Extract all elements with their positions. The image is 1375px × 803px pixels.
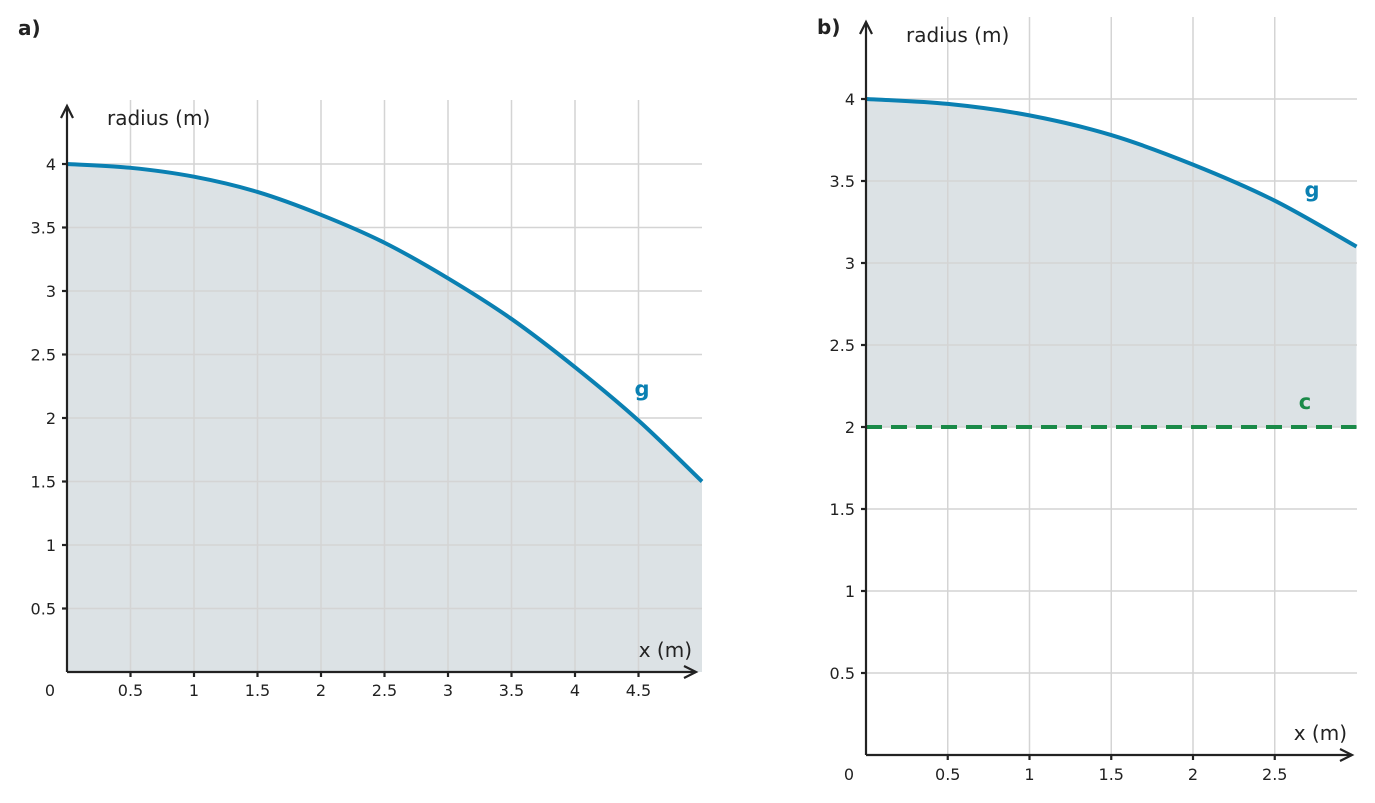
x-axis-label: x (m) — [639, 638, 692, 662]
x-axis-label: x (m) — [1294, 721, 1347, 745]
series-label-c: c — [1299, 390, 1311, 414]
x-tick-label: 2 — [1188, 765, 1198, 784]
y-axis-arrow — [60, 103, 74, 119]
y-tick-label: 4 — [46, 155, 56, 174]
x-tick-label: 1 — [189, 681, 199, 700]
origin-label: 0 — [45, 681, 55, 700]
y-tick-label: 1 — [46, 536, 56, 555]
y-tick-label: 4 — [845, 90, 855, 109]
y-tick-label: 3.5 — [31, 219, 56, 238]
origin-label: 0 — [844, 765, 854, 784]
x-axis-arrow — [1339, 748, 1355, 762]
panel-label: a) — [18, 16, 41, 40]
series-line-g — [865, 97, 1358, 249]
x-tick-label: 2.5 — [1262, 765, 1287, 784]
x-tick-label: 1.5 — [245, 681, 270, 700]
x-tick-label: 1 — [1024, 765, 1034, 784]
chart-b: 0.5 1 1.5 2 2.5 0.5 1 1.5 2 2.5 3 3.5 4 0 radius (m) x … — [817, 15, 1358, 784]
x-tick-label: 3 — [443, 681, 453, 700]
y-tick-label: 0.5 — [31, 600, 56, 619]
x-tick-label: 4 — [570, 681, 580, 700]
series-label-g: g — [634, 377, 649, 401]
chart-a: 0.5 1 1.5 2 2.5 3 3.5 4 4.5 0.5 1 1.5 2 2.5 3 3.5 4 0 radi… — [18, 16, 704, 700]
y-tick-label: 2.5 — [830, 336, 855, 355]
y-tick-label: 1.5 — [31, 473, 56, 492]
x-tick-label: 0.5 — [118, 681, 143, 700]
y-axis-arrow — [859, 19, 873, 35]
x-axis-arrow — [683, 665, 699, 679]
y-tick-label: 1.5 — [830, 500, 855, 519]
y-tick-label: 3 — [46, 282, 56, 301]
y-tick-label: 2 — [46, 409, 56, 428]
y-axis-label: radius (m) — [906, 23, 1009, 47]
panel-label: b) — [817, 15, 840, 39]
y-tick-label: 1 — [845, 582, 855, 601]
y-axis-label: radius (m) — [107, 106, 210, 130]
x-tick-label: 3.5 — [499, 681, 524, 700]
series-line-g — [66, 162, 704, 483]
y-tick-label: 3.5 — [830, 172, 855, 191]
x-tick-label: 0.5 — [935, 765, 960, 784]
y-tick-label: 2 — [845, 418, 855, 437]
x-tick-label: 1.5 — [1099, 765, 1124, 784]
y-tick-label: 0.5 — [830, 664, 855, 683]
x-tick-label: 4.5 — [626, 681, 651, 700]
x-tick-label: 2.5 — [372, 681, 397, 700]
y-tick-label: 3 — [845, 254, 855, 273]
y-tick-label: 2.5 — [31, 346, 56, 365]
series-label-g: g — [1304, 178, 1319, 202]
x-tick-label: 2 — [316, 681, 326, 700]
